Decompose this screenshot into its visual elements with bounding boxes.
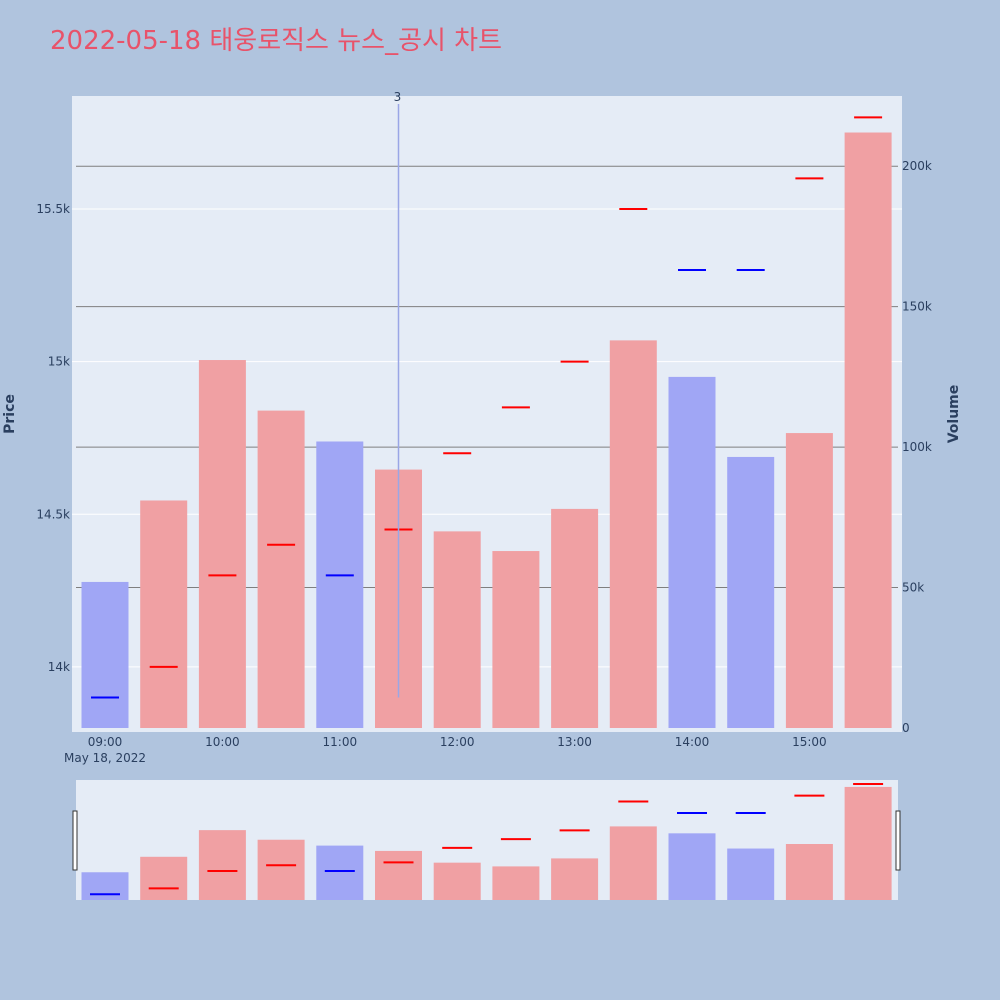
slider-volume-bar	[785, 844, 833, 900]
slider-volume-bar	[81, 872, 129, 900]
volume-bar[interactable]	[609, 340, 657, 728]
x-date-label: May 18, 2022	[64, 751, 146, 765]
x-tick-label: 12:00	[440, 735, 475, 749]
volume-bar[interactable]	[668, 376, 716, 728]
range-slider-bars	[81, 786, 892, 900]
volume-tick-label: 0	[902, 721, 910, 735]
x-tick-label: 14:00	[675, 735, 710, 749]
x-tick-label: 15:00	[792, 735, 827, 749]
range-slider-price-ticks	[90, 783, 884, 896]
volume-tick-label: 150k	[902, 300, 932, 314]
volume-bar[interactable]	[257, 410, 305, 728]
volume-bar[interactable]	[140, 500, 188, 728]
volume-bar[interactable]	[198, 360, 246, 728]
volume-bar[interactable]	[551, 508, 599, 728]
volume-bar[interactable]	[316, 441, 364, 728]
slider-volume-bar	[140, 856, 188, 900]
volume-bar[interactable]	[785, 433, 833, 728]
x-tick-label: 10:00	[205, 735, 240, 749]
x-tick-label: 11:00	[323, 735, 358, 749]
volume-bar[interactable]	[844, 132, 892, 728]
annotation-label: 3	[394, 90, 402, 104]
volume-tick-label: 100k	[902, 440, 932, 454]
price-tick-label: 14k	[48, 660, 70, 674]
slider-volume-bar	[198, 830, 246, 900]
price-ticks	[91, 116, 883, 699]
slider-volume-bar	[609, 826, 657, 900]
price-tick-label: 14.5k	[36, 507, 70, 521]
slider-volume-bar	[668, 833, 716, 900]
price-axis-title: Price	[2, 394, 18, 434]
annotation: 3	[394, 90, 402, 698]
volume-bar[interactable]	[727, 456, 775, 728]
slider-volume-bar	[433, 862, 481, 900]
volume-bar[interactable]	[81, 581, 129, 728]
range-slider-right-handle[interactable]	[895, 810, 901, 871]
volume-bar[interactable]	[492, 551, 540, 728]
volume-bar[interactable]	[433, 531, 481, 728]
main-plot-area[interactable]	[72, 96, 902, 732]
volume-tick-label: 50k	[902, 581, 924, 595]
slider-volume-bar	[375, 850, 422, 900]
slider-volume-bar	[727, 848, 775, 900]
slider-volume-bar	[551, 858, 599, 900]
price-tick-label: 15.5k	[36, 202, 70, 216]
slider-volume-bar	[257, 839, 305, 900]
x-axis: 09:00 10:00 11:00 12:00 13:00 14:00 15:00	[88, 735, 827, 749]
volume-tick-label: 200k	[902, 159, 932, 173]
x-tick-label: 13:00	[557, 735, 592, 749]
chart-title: 2022-05-18 태웅로직스 뉴스_공시 차트	[50, 26, 502, 56]
price-axis: 14k 14.5k 15k 15.5k	[36, 202, 70, 674]
price-tick-label: 15k	[48, 355, 70, 369]
slider-volume-bar	[316, 845, 364, 900]
slider-volume-bar	[492, 866, 540, 900]
volume-axis-title: Volume	[946, 385, 962, 444]
slider-volume-bar	[844, 786, 892, 900]
range-slider-left-handle[interactable]	[72, 810, 78, 871]
x-tick-label: 09:00	[88, 735, 123, 749]
volume-axis: 0 50k 100k 150k 200k	[902, 159, 932, 735]
